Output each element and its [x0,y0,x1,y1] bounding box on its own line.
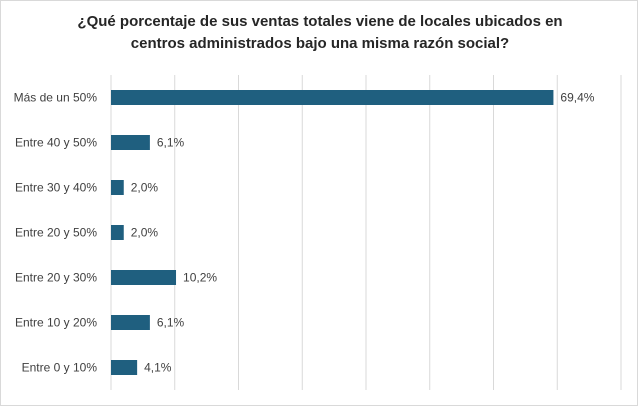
data-label: 2,0% [131,226,159,240]
data-label: 4,1% [144,361,172,375]
category-label: Entre 20 y 30% [15,271,97,285]
category-label: Entre 30 y 40% [15,181,97,195]
category-label: Entre 20 y 50% [15,226,97,240]
data-label: 6,1% [157,136,185,150]
data-label: 10,2% [183,271,217,285]
bar [111,135,150,150]
chart-title-line-1: ¿Qué porcentaje de sus ventas totales vi… [77,13,563,30]
data-label: 69,4% [560,91,594,105]
bar [111,180,124,195]
category-label: Más de un 50% [14,91,98,105]
bar [111,315,150,330]
bar [111,270,177,285]
bar [111,360,138,375]
category-label: Entre 10 y 20% [15,316,97,330]
bar [111,225,124,240]
chart-title-line-2: centros administrados bajo una misma raz… [130,35,510,52]
chart-title: ¿Qué porcentaje de sus ventas totales vi… [21,11,619,55]
category-label: Entre 40 y 50% [15,136,97,150]
category-label: Entre 0 y 10% [22,361,98,375]
data-label: 2,0% [131,181,159,195]
data-label: 6,1% [157,316,185,330]
bar [111,90,554,105]
